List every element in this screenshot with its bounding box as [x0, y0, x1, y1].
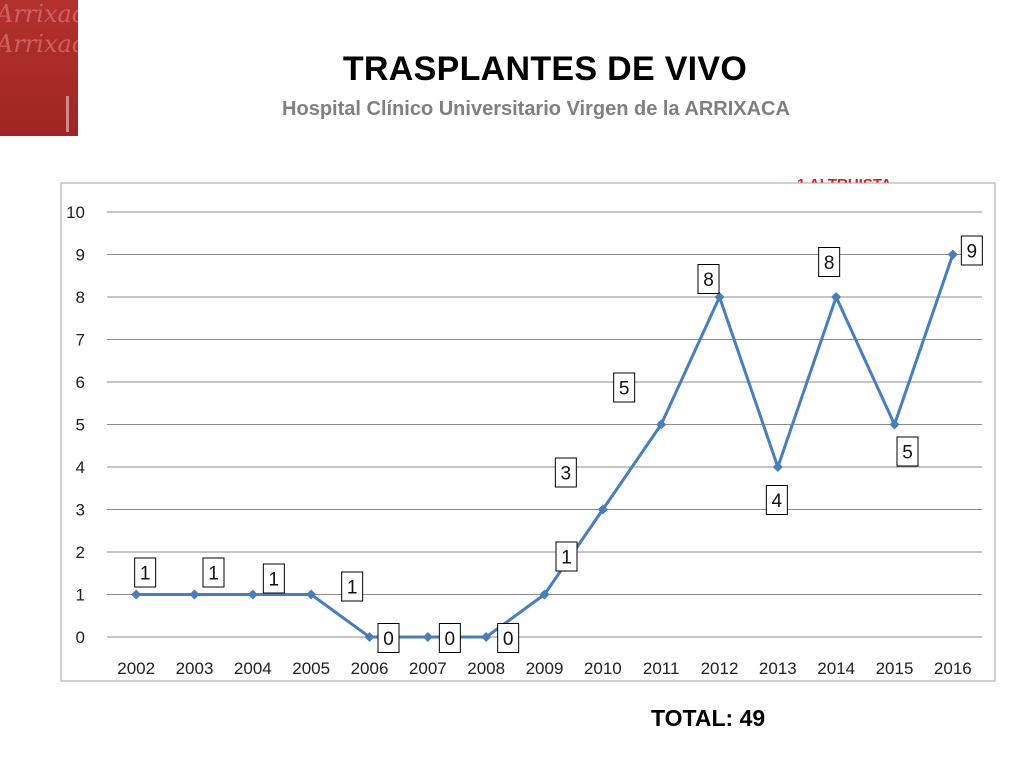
- svg-text:0: 0: [503, 629, 514, 650]
- data-label: 1: [134, 557, 157, 588]
- svg-text:8: 8: [824, 253, 835, 274]
- svg-text:1: 1: [208, 564, 219, 585]
- data-point: [889, 419, 900, 430]
- svg-text:1: 1: [561, 548, 572, 569]
- data-point: [247, 589, 258, 600]
- data-point: [772, 462, 783, 472]
- data-point: [481, 632, 492, 642]
- svg-text:0: 0: [383, 629, 394, 650]
- y-tick-label: 9: [76, 246, 85, 265]
- data-label-group: 1 1 1 1 0 0 0 1 3 5 8 4 8 5 9: [134, 235, 983, 653]
- data-point: [422, 632, 433, 642]
- svg-text:1: 1: [269, 570, 280, 591]
- svg-text:Arrixac: Arrixac: [0, 30, 78, 58]
- page-title: TRASPLANTES DE VIVO: [342, 50, 748, 88]
- data-label: 1: [202, 557, 225, 588]
- svg-text:4: 4: [772, 491, 783, 512]
- data-point: [539, 589, 550, 600]
- y-tick-label: 0: [76, 628, 85, 647]
- data-point: [131, 589, 142, 600]
- y-axis-ticks: 0 1 2 3 4 5 6 7 8 9 10: [66, 203, 85, 647]
- x-tick-label: 2009: [526, 659, 564, 678]
- svg-text:Arrixac: Arrixac: [0, 0, 78, 28]
- data-label: 5: [896, 436, 919, 467]
- x-tick-label: 2013: [759, 659, 797, 678]
- data-point: [656, 419, 667, 430]
- x-tick-label: 2007: [409, 659, 447, 678]
- data-point: [947, 249, 958, 260]
- svg-text:1: 1: [140, 564, 151, 585]
- y-tick-label: 3: [76, 501, 85, 520]
- data-label: 4: [765, 485, 788, 515]
- svg-text:5: 5: [902, 443, 913, 464]
- x-tick-label: 2015: [876, 659, 914, 678]
- data-label: 0: [438, 623, 461, 653]
- data-point: [189, 589, 200, 600]
- y-tick-label: 4: [76, 458, 85, 477]
- logo-script-icon: Arrixac Arrixac: [0, 0, 78, 132]
- svg-text:5: 5: [619, 379, 630, 400]
- data-label: 9: [960, 235, 983, 266]
- data-label: 3: [554, 457, 577, 488]
- x-tick-label: 2003: [176, 659, 214, 678]
- data-label: 0: [497, 623, 520, 653]
- data-point: [714, 292, 725, 302]
- data-point: [597, 504, 608, 515]
- svg-text:1: 1: [347, 578, 358, 599]
- y-tick-label: 10: [66, 203, 85, 222]
- data-label: 8: [818, 247, 841, 277]
- data-label: 1: [341, 571, 364, 602]
- x-tick-label: 2005: [292, 659, 330, 678]
- hospital-logo: Arrixac Arrixac: [0, 0, 78, 136]
- x-tick-label: 2012: [701, 659, 739, 678]
- x-tick-label: 2004: [234, 659, 272, 678]
- y-tick-label: 8: [76, 288, 85, 307]
- x-tick-label: 2010: [584, 659, 622, 678]
- x-tick-label: 2002: [117, 659, 155, 678]
- svg-text:9: 9: [967, 242, 978, 263]
- data-point: [364, 632, 375, 642]
- x-tick-label: 2011: [643, 659, 680, 678]
- x-tick-label: 2016: [934, 659, 972, 678]
- series-group: [131, 249, 958, 642]
- svg-text:0: 0: [445, 629, 456, 650]
- data-point: [306, 589, 317, 600]
- y-tick-label: 5: [76, 416, 85, 435]
- x-tick-label: 2008: [467, 659, 505, 678]
- y-tick-label: 7: [76, 331, 85, 350]
- data-label: 1: [555, 541, 578, 572]
- x-tick-label: 2014: [817, 659, 855, 678]
- y-tick-label: 6: [76, 373, 85, 392]
- total-annotation: TOTAL: 49: [651, 705, 766, 731]
- svg-text:3: 3: [561, 464, 572, 485]
- data-label: 8: [697, 264, 720, 294]
- data-label: 5: [613, 372, 636, 403]
- y-tick-label: 1: [76, 586, 85, 605]
- x-tick-label: 2006: [351, 659, 389, 678]
- x-axis-ticks: 2002 2003 2004 2005 2006 2007 2008 2009 2010 2011…: [117, 659, 971, 678]
- y-tick-label: 2: [76, 543, 85, 562]
- svg-text:8: 8: [703, 270, 714, 291]
- data-label: 1: [262, 563, 285, 594]
- data-point: [831, 292, 842, 302]
- data-label: 0: [377, 623, 400, 653]
- page-subtitle: Hospital Clínico Universitario Virgen de…: [282, 98, 790, 120]
